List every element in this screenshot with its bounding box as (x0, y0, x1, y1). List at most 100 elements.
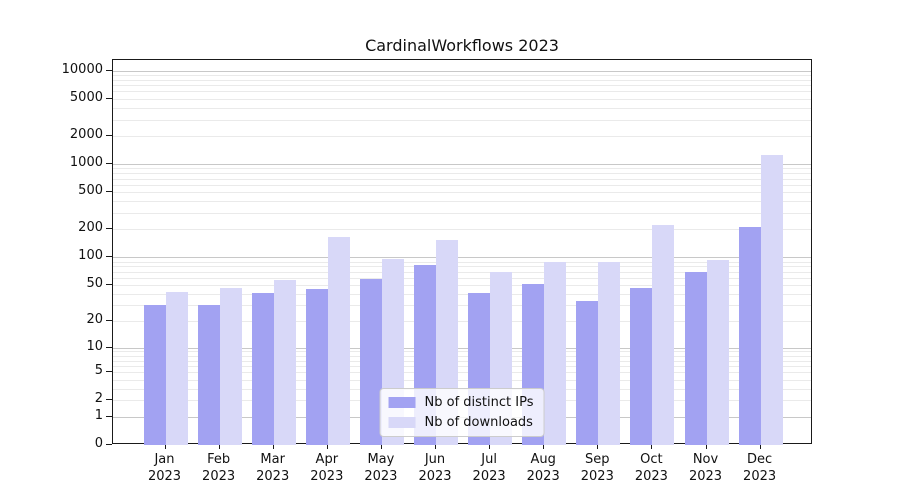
chart-title: CardinalWorkflows 2023 (365, 36, 559, 55)
x-tick-month: Nov (692, 452, 719, 467)
x-tick-year: 2023 (256, 469, 290, 484)
gridline-minor (113, 379, 811, 381)
x-axis-tick-mark (651, 444, 653, 449)
x-axis-tick-label: Jul 2023 (457, 451, 521, 485)
gridline-minor (113, 271, 811, 273)
x-axis-tick-label: Jan 2023 (133, 451, 197, 485)
y-axis-tick-mark (106, 346, 112, 348)
gridline-minor (113, 119, 811, 121)
x-axis-tick-mark (543, 444, 545, 449)
gridline-minor (113, 355, 811, 357)
y-axis-tick-label: 200 (78, 220, 103, 236)
y-axis-tick-mark (106, 228, 112, 230)
legend-label-downloads: Nb of downloads (424, 415, 533, 430)
x-axis-tick-label: Apr 2023 (295, 451, 359, 485)
x-axis-tick-label: Jun 2023 (403, 451, 467, 485)
plot-area: Nb of distinct IPs Nb of downloads (112, 59, 812, 445)
x-tick-month: Feb (207, 452, 231, 467)
gridline-minor (113, 136, 811, 137)
y-axis-tick-label: 100 (78, 248, 103, 264)
x-axis-tick-mark (705, 444, 707, 449)
y-axis-tick-label: 5000 (69, 89, 103, 105)
x-axis-tick-mark (326, 444, 328, 449)
bar-downloads-nov (706, 259, 729, 445)
x-tick-month: Jun (424, 452, 446, 467)
x-tick-year: 2023 (202, 469, 236, 484)
gridline-minor (113, 173, 811, 175)
x-tick-month: Mar (260, 452, 285, 467)
x-tick-month: Jul (481, 452, 497, 467)
gridline-minor (113, 294, 811, 295)
y-axis-tick-label: 50 (86, 276, 103, 292)
x-axis-tick-label: May 2023 (349, 451, 413, 485)
y-axis-tick-label: 2 (94, 391, 103, 407)
y-axis-tick-mark (106, 191, 112, 193)
x-tick-month: Sep (585, 452, 610, 467)
x-axis-tick-label: Nov 2023 (674, 451, 738, 485)
bar-downloads-apr (327, 236, 350, 445)
y-axis-tick-mark (106, 444, 112, 445)
y-axis-tick-label: 5 (94, 363, 103, 379)
y-axis-tick-label: 20 (86, 312, 103, 328)
gridline-minor (113, 168, 811, 170)
x-tick-year: 2023 (526, 469, 560, 484)
gridline-minor (113, 107, 811, 109)
bar-downloads-sep (598, 262, 621, 445)
x-axis-tick-mark (272, 444, 274, 449)
x-tick-month: Dec (747, 452, 773, 467)
gridline-minor (113, 184, 811, 186)
bar-distinct-ips-nov (684, 272, 707, 445)
x-tick-year: 2023 (418, 469, 452, 484)
gridline-minor (113, 277, 811, 279)
x-tick-month: Aug (530, 452, 556, 467)
gridline-minor (113, 213, 811, 214)
x-axis-tick-label: Oct 2023 (619, 451, 683, 485)
y-axis-tick-label: 500 (78, 183, 103, 199)
bar-downloads-aug (544, 262, 567, 445)
y-axis-tick-label: 0 (94, 436, 103, 451)
y-axis-tick-mark (106, 135, 112, 136)
gridline-minor (113, 91, 811, 93)
y-axis-tick-mark (106, 284, 112, 286)
gridline-minor (113, 201, 811, 203)
x-axis-tick-mark (489, 444, 491, 449)
x-tick-year: 2023 (364, 469, 398, 484)
gridline-minor (113, 79, 811, 81)
gridline-minor (113, 266, 811, 268)
y-axis-tick-label: 1000 (69, 155, 103, 171)
gridline-minor (113, 305, 811, 307)
gridline-minor (113, 372, 811, 374)
gridline-major (113, 164, 811, 166)
y-axis-tick-mark (106, 415, 112, 417)
bar-distinct-ips-sep (576, 300, 599, 445)
gridline-minor (113, 85, 811, 87)
bar-distinct-ips-jan (143, 305, 166, 445)
bar-downloads-dec (760, 155, 783, 445)
bar-downloads-jan (165, 292, 188, 445)
x-tick-month: May (367, 452, 395, 467)
y-axis-tick-label: 2000 (69, 127, 103, 142)
bar-downloads-feb (219, 287, 242, 445)
bar-downloads-mar (273, 279, 296, 445)
bar-distinct-ips-oct (630, 287, 653, 445)
bar-distinct-ips-may (359, 279, 382, 445)
x-tick-year: 2023 (147, 469, 182, 484)
gridline-major (113, 347, 811, 349)
bar-distinct-ips-feb (197, 305, 220, 445)
y-axis-tick-label: 10000 (61, 61, 103, 77)
x-axis-tick-mark (380, 444, 382, 449)
gridline-minor (113, 321, 811, 323)
x-axis-tick-mark (759, 444, 761, 449)
gridline-minor (113, 178, 811, 180)
y-axis-tick-mark (106, 371, 112, 373)
gridline-minor (113, 192, 811, 194)
x-tick-month: Oct (640, 452, 663, 467)
x-tick-year: 2023 (310, 469, 344, 484)
x-tick-year: 2023 (743, 469, 777, 484)
y-axis-tick-label: 1 (94, 407, 103, 423)
y-axis-tick-mark (106, 399, 112, 401)
gridline-minor (113, 261, 811, 263)
y-axis-tick-mark (106, 69, 112, 71)
x-axis-tick-mark (164, 444, 166, 449)
y-axis-tick-mark (106, 163, 112, 165)
